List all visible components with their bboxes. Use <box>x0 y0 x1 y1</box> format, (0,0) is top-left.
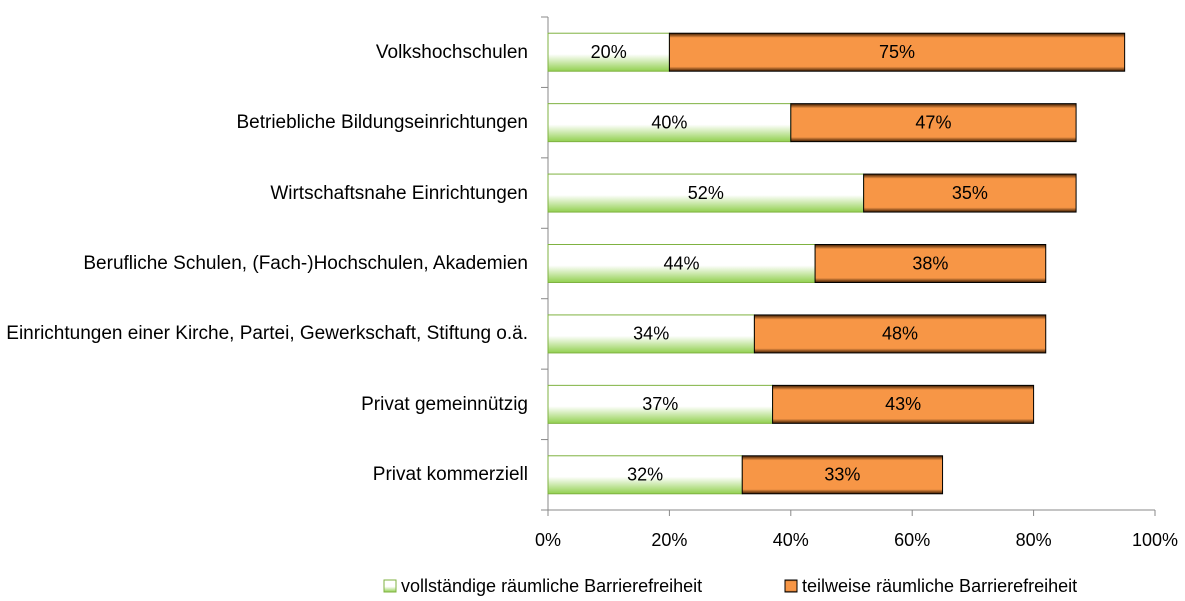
data-label: 44% <box>664 253 700 273</box>
x-tick-label: 20% <box>651 530 687 550</box>
bar-segment <box>863 173 1077 213</box>
bar-segment <box>814 244 1047 283</box>
bar-segment <box>547 384 774 424</box>
category-label-text: Einrichtungen einer Kirche, Partei, Gewe… <box>6 323 528 345</box>
data-label: 47% <box>915 112 951 132</box>
bar-segment <box>790 103 1077 143</box>
bar-segment <box>547 103 792 143</box>
category-label: Betriebliche Bildungseinrichtungen <box>0 88 528 158</box>
bar-segment <box>547 32 670 72</box>
bar-segment <box>547 244 816 283</box>
bar-segment <box>547 314 755 354</box>
x-tick-label: 0% <box>535 530 561 550</box>
bar-segment <box>547 173 865 213</box>
legend-marker <box>784 579 798 593</box>
data-label: 40% <box>651 112 687 132</box>
category-label: Privat gemeinnützig <box>0 369 528 439</box>
data-label: 48% <box>882 324 918 344</box>
category-label-text: Betriebliche Bildungseinrichtungen <box>236 112 528 134</box>
bar-segment <box>741 455 944 495</box>
category-label: Wirtschaftsnahe Einrichtungen <box>0 158 528 228</box>
category-label: Privat kommerziell <box>0 440 528 510</box>
x-tick-label: 80% <box>1016 530 1052 550</box>
category-label-text: Privat gemeinnützig <box>361 393 528 415</box>
data-label: 34% <box>633 324 669 344</box>
bar-segment <box>668 32 1126 72</box>
data-label: 35% <box>952 183 988 203</box>
data-label: 38% <box>912 253 948 273</box>
bar-segment <box>753 314 1047 354</box>
data-label: 33% <box>824 465 860 485</box>
bar-segment <box>772 384 1035 424</box>
category-label: Volkshochschulen <box>0 17 528 87</box>
x-tick-label: 40% <box>773 530 809 550</box>
data-label: 32% <box>627 465 663 485</box>
legend-label: teilweise räumliche Barrierefreiheit <box>802 576 1077 596</box>
data-label: 75% <box>879 42 915 62</box>
category-label-text: Berufliche Schulen, (Fach-)Hochschulen, … <box>83 253 528 274</box>
category-label-text: Volkshochschulen <box>375 41 528 63</box>
data-label: 52% <box>688 183 724 203</box>
data-label: 20% <box>591 42 627 62</box>
data-label: 43% <box>885 394 921 414</box>
legend-label: vollständige räumliche Barrierefreiheit <box>401 576 702 596</box>
data-label: 37% <box>642 394 678 414</box>
category-label: Einrichtungen einer Kirche, Partei, Gewe… <box>0 299 528 369</box>
category-label: Berufliche Schulen, (Fach-)Hochschulen, … <box>0 229 528 299</box>
x-tick-label: 60% <box>894 530 930 550</box>
x-tick-label: 100% <box>1132 530 1178 550</box>
bar-segment <box>547 455 743 495</box>
category-label-text: Wirtschaftsnahe Einrichtungen <box>270 182 528 204</box>
legend-marker <box>383 579 397 593</box>
category-label-text: Privat kommerziell <box>372 464 528 486</box>
